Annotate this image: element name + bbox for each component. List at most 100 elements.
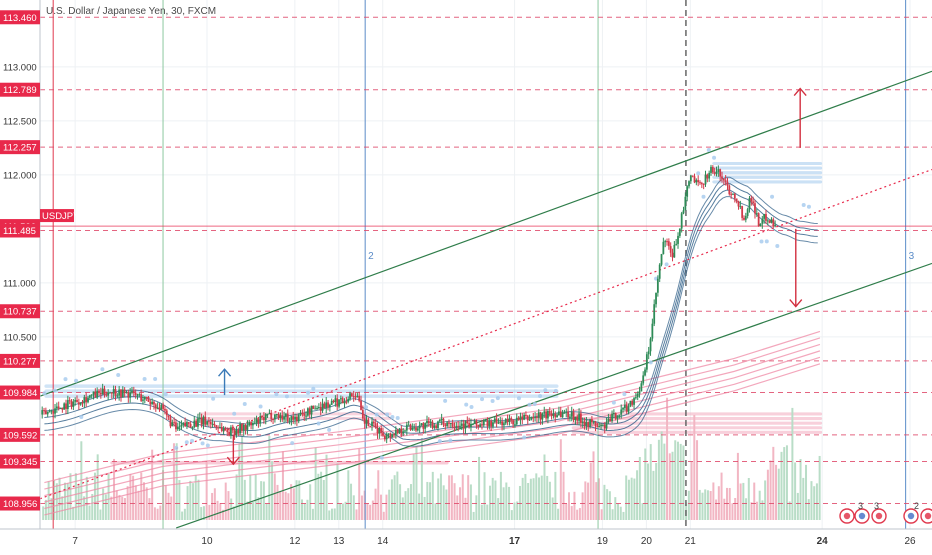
candle-body xyxy=(743,217,745,220)
volume-bar xyxy=(516,501,519,520)
candle-body xyxy=(594,421,597,426)
chart-title: U.S. Dollar / Japanese Yen, 30, FXCM xyxy=(46,6,217,17)
candle-body xyxy=(528,419,531,421)
price-tick-label: 113.460 xyxy=(3,13,37,24)
time-tick-label: 7 xyxy=(72,536,78,547)
candle-body xyxy=(233,430,236,435)
volume-bar xyxy=(355,509,358,520)
signal-dot xyxy=(532,401,537,406)
candle-body xyxy=(385,433,388,440)
volume-bar xyxy=(295,480,298,520)
candle-body xyxy=(297,414,300,422)
volume-bar xyxy=(273,473,276,520)
volume-bar xyxy=(271,461,274,520)
volume-bar xyxy=(709,491,712,520)
volume-bar xyxy=(690,461,693,520)
candle-body xyxy=(466,421,469,423)
volume-bar xyxy=(298,480,301,520)
candle-body xyxy=(316,407,318,409)
volume-bar xyxy=(385,494,388,520)
signal-dot xyxy=(527,402,532,407)
volume-bar xyxy=(546,475,549,520)
volume-bar xyxy=(200,507,203,520)
candle-body xyxy=(666,241,668,243)
candle-body xyxy=(402,431,405,434)
price-label-badge xyxy=(0,427,40,442)
volume-bar xyxy=(287,493,290,520)
volume-bar xyxy=(456,495,459,520)
candle-body xyxy=(85,397,88,403)
volume-bar xyxy=(303,503,306,520)
volume-bar xyxy=(587,482,590,520)
candle-body xyxy=(123,389,126,394)
candle-body xyxy=(125,392,128,394)
candle-body xyxy=(603,424,606,429)
candle-body xyxy=(438,419,441,422)
volume-bar xyxy=(232,506,235,520)
price-tick-label: 111.000 xyxy=(3,278,36,289)
volume-bar xyxy=(589,462,592,520)
volume-bar xyxy=(660,431,663,520)
volume-bar xyxy=(668,453,671,520)
volume-bar xyxy=(189,480,192,520)
volume-bar xyxy=(118,494,121,520)
volume-bars xyxy=(42,397,821,520)
candle-body xyxy=(748,198,751,210)
price-axis[interactable]: 113.460 113.000 112.789 112.500 112.257 112.0… xyxy=(0,0,80,529)
economic-events[interactable]: 3 3 2 xyxy=(839,501,932,524)
candle-body xyxy=(433,425,436,428)
signal-dot xyxy=(52,388,57,393)
candle-body xyxy=(482,421,485,426)
volume-bar xyxy=(736,452,739,520)
candle-body xyxy=(656,278,659,293)
candle-body xyxy=(616,415,619,419)
signal-dot xyxy=(364,405,369,410)
volume-bar xyxy=(764,480,767,520)
time-axis[interactable]: 7 10 12 13 14 17 19 20 21 24 26 xyxy=(0,528,932,550)
candle-body xyxy=(590,419,593,423)
liquidity-band xyxy=(571,430,823,434)
volume-bar xyxy=(459,487,462,520)
time-tick-label: 26 xyxy=(904,536,916,547)
volume-bar xyxy=(399,484,402,520)
signal-dot xyxy=(443,398,448,403)
candle-body xyxy=(120,389,122,398)
candle-body xyxy=(68,400,71,402)
volume-bar xyxy=(412,454,415,520)
volume-bar xyxy=(775,464,778,520)
volume-bar xyxy=(77,484,80,520)
candle-body xyxy=(558,411,560,416)
candle-body xyxy=(548,410,551,414)
candle-body xyxy=(572,412,575,421)
volume-bar xyxy=(418,493,421,520)
volume-bar xyxy=(284,491,287,520)
volume-bar xyxy=(445,489,448,520)
candle-body xyxy=(46,411,49,415)
candle-body xyxy=(253,422,256,424)
volume-bar xyxy=(257,497,260,520)
volume-bar xyxy=(627,479,630,520)
volume-bar xyxy=(276,484,279,520)
volume-bar xyxy=(197,479,200,520)
volume-bar xyxy=(576,509,579,520)
candle-body xyxy=(605,421,608,429)
price-candles xyxy=(41,164,777,444)
candle-body xyxy=(184,422,187,427)
candle-body xyxy=(576,416,579,421)
candle-body xyxy=(754,203,756,214)
volume-bar xyxy=(554,471,557,520)
candle-body xyxy=(618,414,621,416)
volume-bar xyxy=(437,478,440,520)
candle-body xyxy=(739,206,742,208)
candle-body xyxy=(259,416,262,424)
volume-bar xyxy=(464,497,467,520)
candle-body xyxy=(581,421,584,423)
volume-bar xyxy=(693,414,696,520)
candle-body xyxy=(114,389,117,396)
volume-bar xyxy=(439,473,442,520)
candle-body xyxy=(711,166,714,173)
signal-dot xyxy=(611,400,616,405)
candle-body xyxy=(495,418,498,423)
candle-body xyxy=(398,428,401,434)
